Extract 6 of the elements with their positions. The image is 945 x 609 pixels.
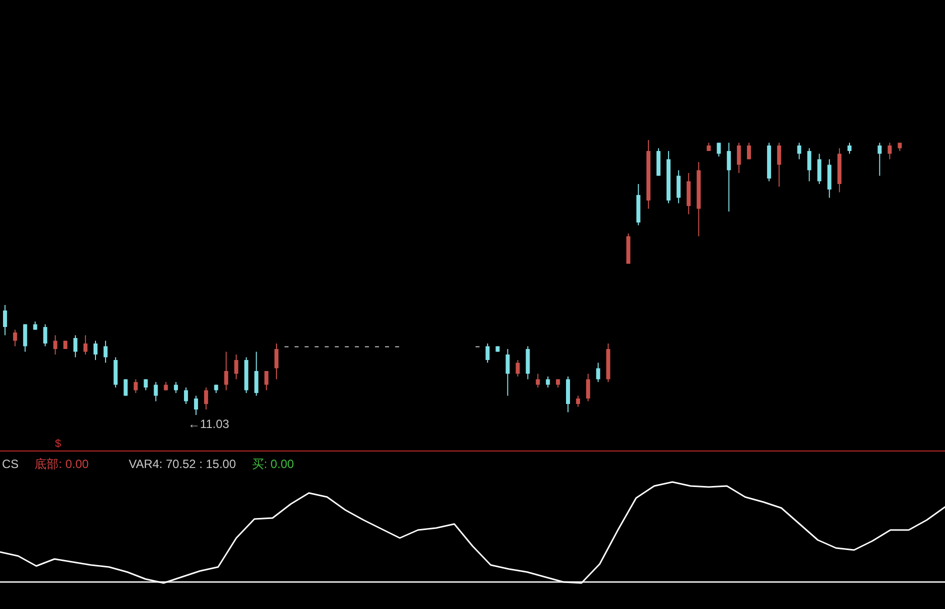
- text: $: [55, 438, 62, 450]
- text: CS: [2, 457, 19, 471]
- text: VAR4: 70.52 : 15.00: [128, 457, 236, 471]
- text: 买: 0.00: [252, 457, 294, 471]
- text: ←11.03: [188, 417, 230, 431]
- text: 底部: 0.00: [34, 457, 90, 471]
